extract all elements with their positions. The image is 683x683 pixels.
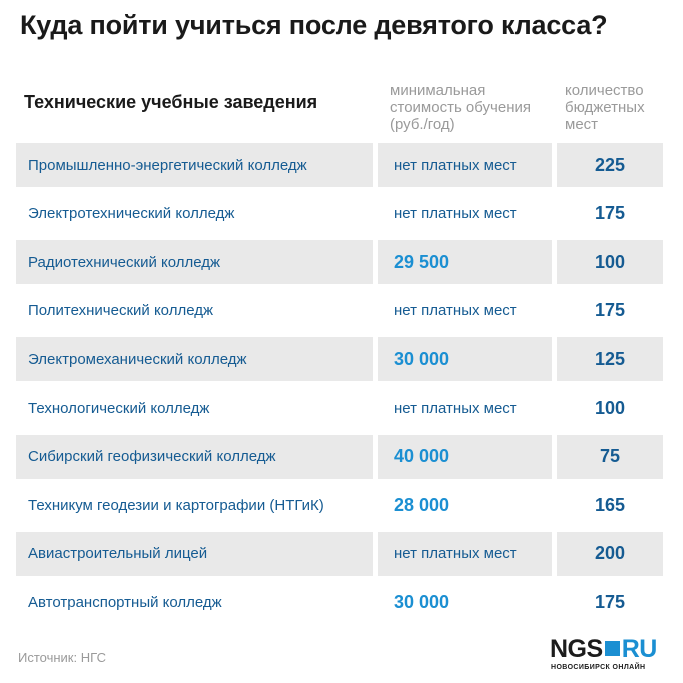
min-cost-value: нет платных мест: [394, 399, 517, 417]
min-cost-cell: нет платных мест: [378, 531, 552, 576]
column-header-budget-line: бюджетных: [565, 99, 645, 116]
table-row: Авиастроительный лицей нет платных мест 20…: [16, 531, 663, 576]
table-row: Техникум геодезии и картографии (НТГиК) 2…: [16, 483, 663, 527]
table-row: Промышленно-энергетический колледж нет пл…: [16, 143, 663, 187]
table-row: Автотранспортный колледж 30 000 175: [16, 580, 663, 624]
min-cost-value: 40 000: [394, 446, 450, 467]
budget-places-value: 225: [557, 143, 663, 187]
source-note: Источник: НГС: [18, 650, 106, 665]
column-header-name: Технические учебные заведения: [24, 92, 318, 112]
column-header-budget-line: количество: [565, 82, 644, 99]
min-cost-value: нет платных мест: [394, 545, 517, 563]
table-row: Радиотехнический колледж 29 500 100: [16, 240, 663, 285]
table-row: Электротехнический колледж нет платных ме…: [16, 192, 663, 236]
min-cost-value: 28 000: [394, 494, 450, 515]
budget-places-value: 175: [594, 591, 626, 612]
page-title: Куда пойти учиться после девятого класса…: [20, 10, 608, 40]
table-row: Сибирский геофизический колледж 40 000 75: [16, 434, 663, 479]
institution-name: Сибирский геофизический колледж: [16, 434, 373, 479]
min-cost-value: 30 000: [394, 348, 450, 369]
institution-name: Техникум геодезии и картографии (НТГиК): [28, 496, 324, 514]
budget-places-value: 100: [557, 240, 663, 285]
column-header-cost-line: стоимость обучения: [390, 99, 531, 116]
logo-text-ngs: NGS: [550, 635, 603, 663]
table-row: Электромеханический колледж 30 000 125: [16, 337, 663, 382]
min-cost-value: нет платных мест: [394, 156, 517, 174]
min-cost-cell: нет платных мест: [378, 386, 552, 430]
institution-name: Автотранспортный колледж: [28, 593, 222, 611]
column-header-budget: количество бюджетных мест: [565, 82, 675, 133]
budget-places-value: 75: [557, 434, 663, 479]
column-header-cost-line: (руб./год): [390, 116, 455, 133]
min-cost-value: 30 000: [394, 591, 450, 612]
column-header-budget-line: мест: [565, 116, 599, 133]
table-row: Политехнический колледж нет платных мест 1…: [16, 289, 663, 333]
budget-places-value: 165: [594, 494, 626, 515]
table-row: Технологический колледж нет платных мест 1…: [16, 386, 663, 430]
column-header-cost: минимальная стоимость обучения (руб./год…: [390, 82, 560, 133]
logo-text-ru: RU: [621, 635, 658, 663]
institution-name: Электротехнический колледж: [28, 205, 235, 223]
budget-places-value: 100: [594, 397, 626, 418]
min-cost-value: нет платных мест: [394, 205, 517, 223]
budget-places-value: 175: [594, 300, 626, 321]
min-cost-cell: 28 000: [378, 483, 552, 527]
logo-subtitle: НОВОСИБИРСК ОНЛАЙН: [551, 664, 646, 671]
budget-places-value: 200: [557, 531, 663, 576]
budget-places-value: 125: [557, 337, 663, 382]
min-cost-cell: нет платных мест: [378, 143, 552, 187]
min-cost-cell: 40 000: [378, 434, 552, 479]
institution-name: Авиастроительный лицей: [16, 531, 373, 576]
min-cost-value: 29 500: [394, 251, 450, 272]
institution-name: Радиотехнический колледж: [16, 240, 373, 285]
min-cost-cell: нет платных мест: [378, 192, 552, 236]
budget-places-value: 175: [594, 203, 626, 224]
logo-wordmark: NGS RU: [550, 636, 657, 662]
ngs-logo: NGS RU НОВОСИБИРСК ОНЛАЙН: [550, 636, 670, 676]
min-cost-cell: 30 000: [378, 337, 552, 382]
institution-name: Технологический колледж: [28, 399, 210, 417]
institution-name: Электромеханический колледж: [16, 337, 373, 382]
min-cost-cell: нет платных мест: [378, 289, 552, 333]
min-cost-cell: 30 000: [378, 580, 552, 624]
column-header-cost-line: минимальная: [390, 82, 486, 99]
min-cost-value: нет платных мест: [394, 302, 517, 320]
institution-name: Промышленно-энергетический колледж: [16, 143, 373, 187]
institution-name: Политехнический колледж: [28, 302, 213, 320]
min-cost-cell: 29 500: [378, 240, 552, 285]
logo-square-icon: [604, 641, 620, 656]
